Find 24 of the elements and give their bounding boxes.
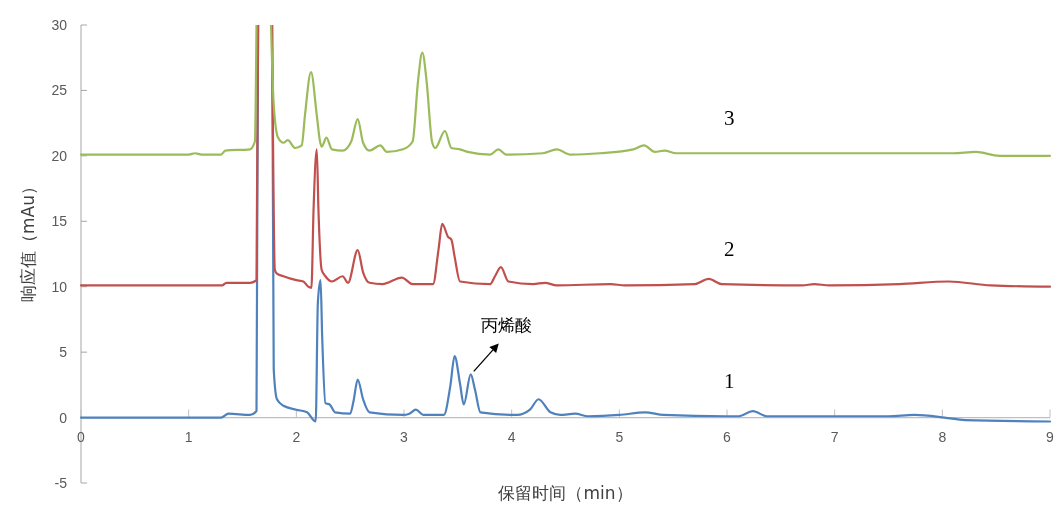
- y-tick-label: 15: [51, 213, 68, 230]
- x-tick-label: 3: [400, 428, 409, 445]
- y-tick-label: 20: [51, 147, 68, 164]
- y-tick-label: -5: [54, 475, 68, 491]
- x-tick-label: 9: [1046, 428, 1055, 445]
- y-tick-label: 25: [51, 82, 68, 99]
- y-tick-label: 5: [59, 344, 68, 361]
- x-tick-label: 0: [77, 428, 86, 445]
- x-tick-label: 5: [615, 428, 624, 445]
- x-tick-label: 7: [830, 428, 839, 445]
- y-tick-label: 10: [51, 278, 68, 295]
- series-label: 3: [724, 106, 735, 131]
- y-tick-label: 30: [51, 17, 68, 33]
- x-tick-label: 1: [184, 428, 193, 445]
- series-label: 2: [724, 237, 735, 262]
- series-label: 1: [724, 369, 735, 394]
- x-tick-label: 4: [507, 428, 516, 445]
- annotation: 丙烯酸: [481, 315, 533, 336]
- y-tick-label: 0: [59, 409, 68, 426]
- x-tick-label: 6: [723, 428, 732, 445]
- x-tick-label: 8: [938, 428, 947, 445]
- y-axis-title: 响应值（mAu）: [18, 178, 38, 302]
- x-tick-label: 2: [292, 428, 301, 445]
- x-axis-title: 保留时间（min）: [498, 483, 633, 503]
